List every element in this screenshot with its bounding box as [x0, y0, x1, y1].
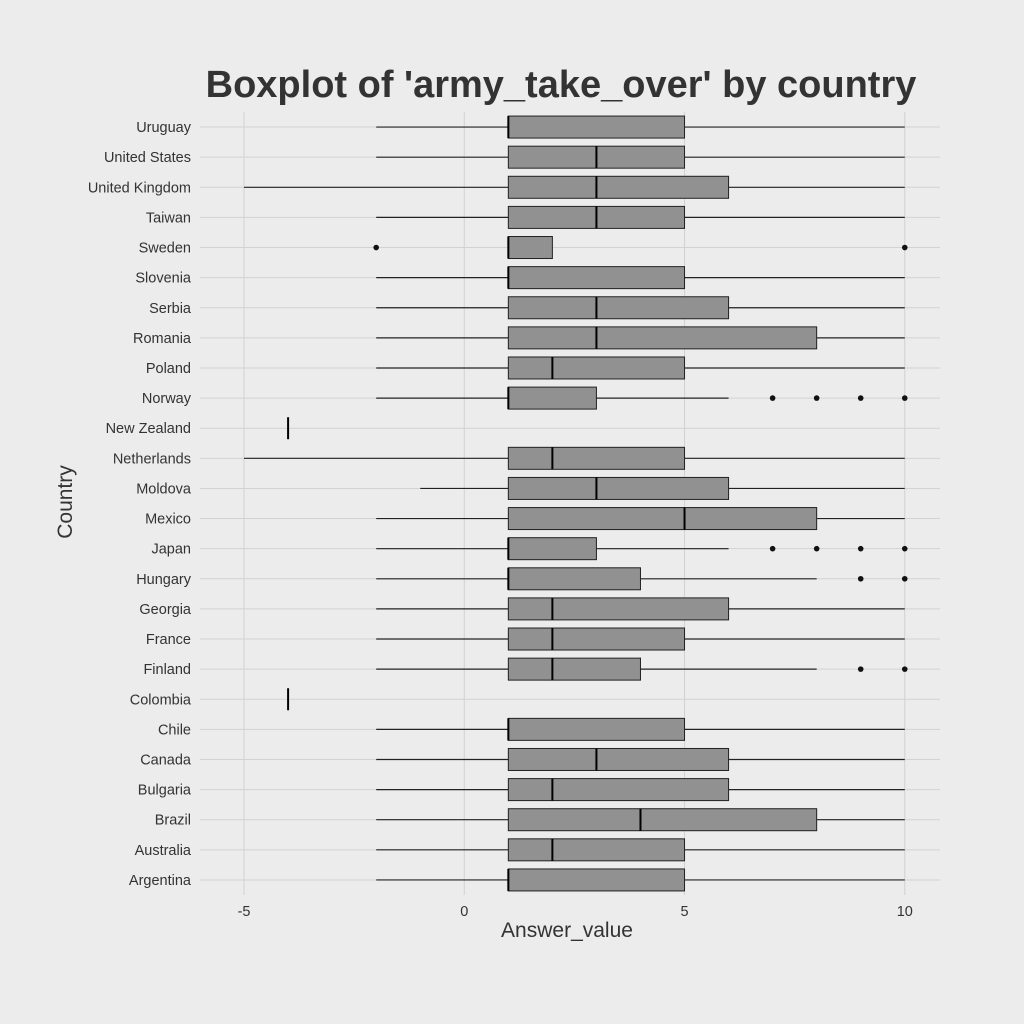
y-tick-label: New Zealand: [106, 421, 191, 437]
box-iqr: [507, 266, 686, 290]
x-tick-label: 0: [460, 904, 468, 920]
y-tick-label: Canada: [140, 752, 192, 768]
y-tick-label: Serbia: [149, 301, 192, 317]
y-tick-label: Georgia: [139, 602, 192, 618]
outlier-point: [813, 395, 820, 401]
box-iqr: [507, 868, 686, 892]
y-tick-label: Uruguay: [136, 120, 192, 136]
outlier-point: [857, 666, 864, 672]
y-tick-label: Japan: [151, 542, 191, 558]
y-tick-label: United Kingdom: [88, 180, 191, 196]
outlier-point: [373, 244, 379, 251]
box-layer: [244, 115, 908, 892]
x-tick-label: -5: [238, 904, 251, 920]
y-tick-label: Argentina: [129, 873, 192, 889]
outlier-point: [769, 545, 776, 552]
box-iqr: [507, 627, 686, 651]
box-iqr: [507, 236, 553, 260]
y-tick-label: Chile: [158, 722, 191, 738]
box-iqr: [507, 476, 730, 500]
box-iqr: [507, 747, 730, 771]
box-iqr: [507, 507, 818, 531]
y-tick-label: Taiwan: [146, 210, 191, 226]
outlier-point: [901, 395, 908, 401]
box-iqr: [507, 567, 641, 591]
y-tick-label: Finland: [143, 662, 191, 678]
box-iqr: [507, 326, 818, 350]
tick-layer: -5 0 5 10 Uruguay United States United Kingdom…: [88, 120, 913, 920]
box-iqr: [507, 356, 686, 380]
box-iqr: [507, 778, 730, 802]
y-tick-label: Sweden: [139, 241, 191, 257]
outlier-point: [857, 545, 864, 552]
grid-layer: [200, 112, 940, 895]
chart-title: Boxplot of 'army_take_over' by country: [206, 64, 917, 106]
y-tick-label: Mexico: [145, 512, 191, 528]
y-tick-label: Slovenia: [135, 271, 192, 287]
y-tick-label: Moldova: [136, 481, 192, 497]
y-tick-label: Poland: [146, 361, 191, 377]
y-tick-label: Norway: [142, 391, 192, 407]
outlier-point: [901, 575, 908, 582]
box-iqr: [507, 717, 686, 741]
y-tick-label: Netherlands: [113, 451, 191, 467]
outlier-point: [901, 244, 908, 251]
x-axis-title: Answer_value: [501, 919, 633, 942]
outlier-point: [901, 545, 908, 552]
box-iqr: [507, 115, 686, 139]
box-iqr: [507, 386, 597, 410]
outlier-point: [769, 395, 776, 401]
y-tick-label: Australia: [135, 843, 192, 859]
box-iqr: [507, 537, 597, 561]
box-iqr: [507, 597, 730, 621]
box-iqr: [507, 296, 730, 320]
y-tick-label: United States: [104, 150, 191, 166]
y-tick-label: Brazil: [155, 813, 191, 829]
box-iqr: [507, 808, 818, 832]
box-iqr: [507, 838, 686, 862]
y-tick-label: France: [146, 632, 191, 648]
y-tick-label: Hungary: [136, 572, 192, 588]
outlier-point: [857, 395, 864, 401]
box-iqr: [507, 657, 641, 681]
outlier-point: [813, 545, 820, 552]
y-tick-label: Romania: [133, 331, 192, 347]
box-iqr: [507, 175, 730, 199]
outlier-point: [857, 575, 864, 582]
outlier-point: [901, 666, 908, 672]
y-tick-label: Bulgaria: [138, 783, 192, 799]
x-tick-label: 10: [897, 904, 913, 920]
y-axis-title: Country: [54, 465, 77, 539]
box-iqr: [507, 446, 686, 470]
x-tick-label: 5: [680, 904, 688, 920]
y-tick-label: Colombia: [130, 692, 192, 708]
